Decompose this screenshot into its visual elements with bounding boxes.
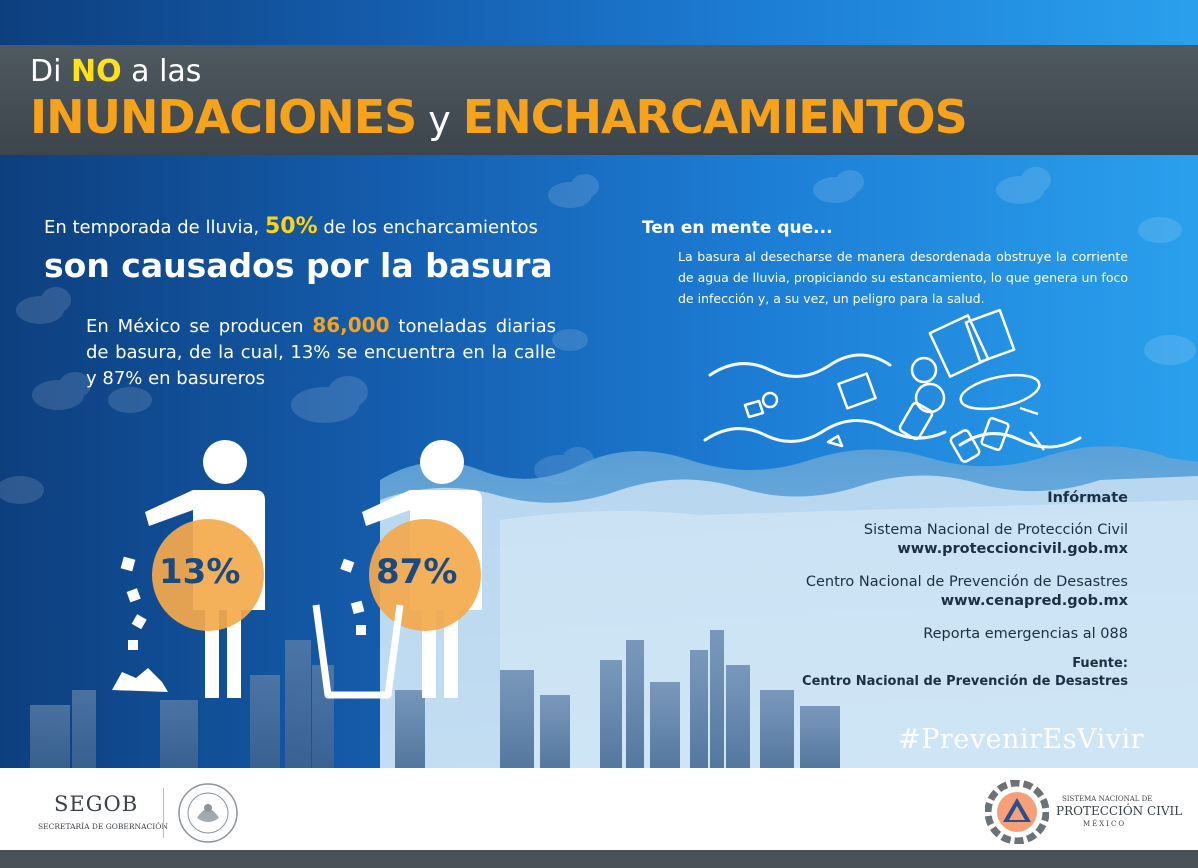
footer-divider	[163, 788, 164, 838]
background-art	[0, 167, 1198, 768]
person-throwing-trash-icon	[112, 440, 265, 698]
pc-logo-big: PROTECCIÓN CIVIL	[1056, 804, 1183, 818]
title-word-inundaciones: INUNDACIONES	[30, 90, 417, 144]
info-source-label: Fuente:	[1072, 656, 1128, 671]
info-emergency: Reporta emergencias al 088	[923, 626, 1128, 642]
title-band	[0, 45, 1198, 155]
protection-civil-logo-icon	[985, 780, 1049, 844]
segob-logo-text: SEGOB	[54, 792, 139, 816]
info-source: Centro Nacional de Prevención de Desastr…	[802, 674, 1128, 689]
lead-body: En México se producen 86,000 toneladas d…	[86, 313, 556, 389]
info-url-1[interactable]: www.proteccioncivil.gob.mx	[897, 541, 1128, 557]
lead-percent: 50%	[264, 214, 318, 239]
info-url-2[interactable]: www.cenapred.gob.mx	[940, 593, 1128, 609]
pc-logo-mexico: MÉXICO	[1083, 820, 1127, 828]
title-line-2: INUNDACIONES y ENCHARCAMIENTOS	[30, 90, 968, 144]
footer-bar	[0, 850, 1198, 868]
lead-headline: son causados por la basura	[44, 246, 553, 285]
infographic-poster: Di NO a las INUNDACIONES y ENCHARCAMIENTOS…	[0, 0, 1198, 768]
stat-87-label: 87%	[376, 552, 458, 592]
hashtag: #PrevenirEsVivir	[898, 724, 1144, 755]
person-using-bin-icon	[312, 440, 482, 699]
people-figures	[112, 440, 482, 699]
lead-sentence: En temporada de lluvia, 50% de los encha…	[44, 214, 538, 239]
title-connector: y	[428, 98, 451, 142]
lead-tons: 86,000	[312, 313, 390, 337]
title-line-1: Di NO a las	[30, 54, 202, 89]
city-skyline	[30, 630, 840, 768]
title-no: NO	[70, 54, 122, 89]
floating-garbage-icon	[743, 308, 1045, 463]
info-heading: Infórmate	[1047, 490, 1128, 506]
info-org-1: Sistema Nacional de Protección Civil	[863, 522, 1128, 538]
info-org-2: Centro Nacional de Prevención de Desastr…	[805, 574, 1128, 590]
rain-cloud-icon	[0, 167, 1196, 504]
segob-subtitle: SECRETARÍA DE GOBERNACIÓN	[38, 822, 168, 831]
mexico-seal-icon	[178, 783, 238, 843]
pc-logo-small: SISTEMA NACIONAL DE	[1062, 795, 1153, 803]
trash-bin-icon	[312, 604, 404, 699]
title-word-encharcamientos: ENCHARCAMIENTOS	[462, 90, 968, 144]
ten-en-mente-heading: Ten en mente que...	[642, 218, 833, 238]
stat-13-label: 13%	[159, 552, 241, 592]
ten-en-mente-body: La basura al desecharse de manera desord…	[678, 249, 1128, 306]
